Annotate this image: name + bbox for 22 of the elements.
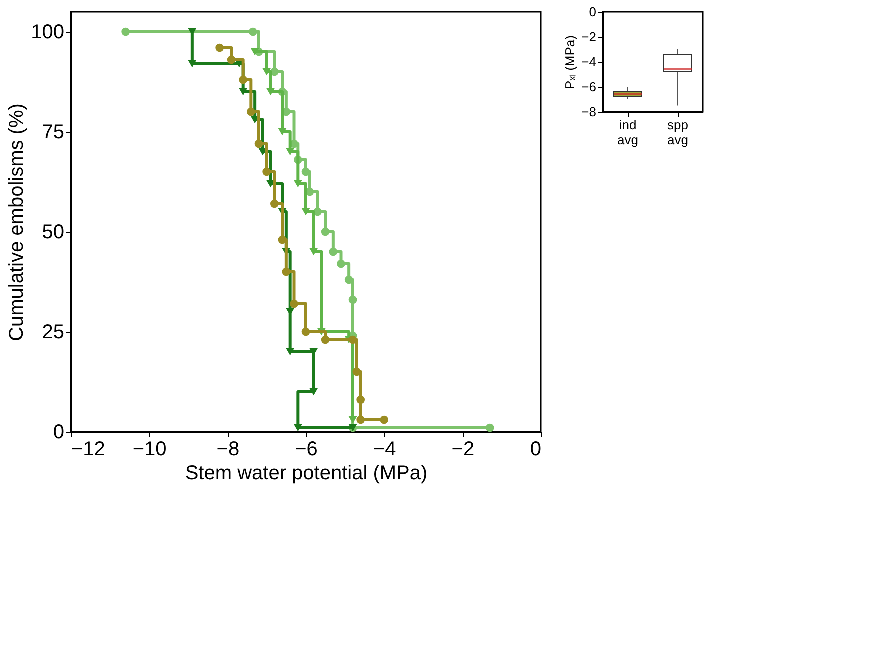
x-tick-label: −8 (216, 438, 240, 460)
x-tick-label: −4 (373, 438, 396, 460)
y-tick-label: −6 (582, 80, 596, 94)
x-tick-label: −10 (132, 438, 167, 460)
y-tick-label: −2 (582, 30, 596, 44)
y-tick-label: 75 (42, 122, 64, 144)
y-tick-label: 100 (31, 22, 64, 44)
y-tick-label: −8 (582, 104, 596, 120)
y-tick-label: 50 (42, 222, 64, 244)
x-axis-title: Stem water potential (MPa) (185, 462, 428, 484)
x-tick-label: ind avg (618, 118, 638, 148)
x-tick-label: 0 (530, 438, 542, 460)
y-axis-title: Cumulative embolisms (%) (6, 104, 28, 342)
x-tick-label: −12 (72, 438, 106, 460)
y-tick-label: 0 (53, 422, 64, 444)
y-tick-label: 25 (42, 322, 64, 344)
y-tick-label: 0 (589, 4, 596, 20)
x-tick-label: −2 (452, 438, 475, 460)
y-tick-label: −4 (582, 54, 596, 70)
x-tick-label: spp avg (668, 118, 688, 148)
y-axis-title: Pₓₗ (MPa) (562, 36, 578, 90)
x-tick-label: −6 (295, 438, 318, 460)
